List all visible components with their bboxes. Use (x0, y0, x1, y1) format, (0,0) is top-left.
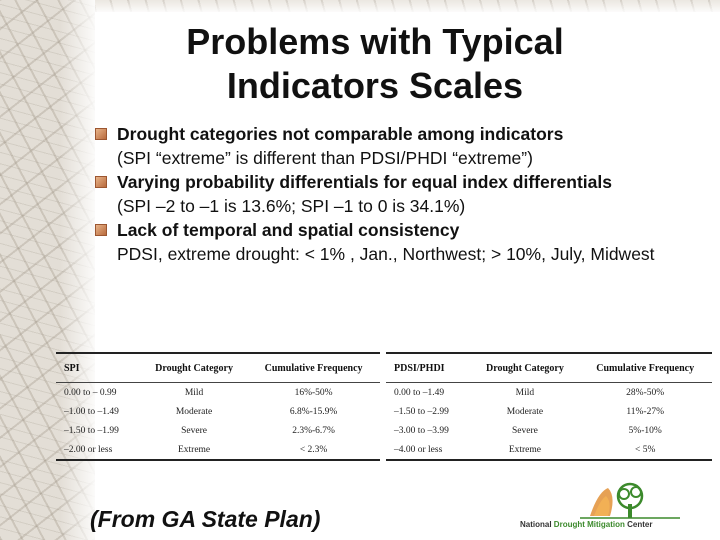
table-cell: Extreme (177, 444, 211, 455)
table-cell: Severe (511, 425, 538, 436)
bullet-list: Drought categories not comparable among … (95, 122, 655, 266)
table-cell: –4.00 or less (394, 444, 443, 455)
table-cell: Mild (184, 387, 204, 398)
column-header: PDSI/PHDI (394, 362, 445, 374)
table-cell: 5%-10% (628, 425, 662, 436)
ndmc-logo-text: National Drought Mitigation Center (520, 520, 652, 529)
table-cell: –3.00 to –3.99 (394, 425, 449, 436)
table-cell: Moderate (175, 406, 213, 417)
table-cell: –1.00 to –1.49 (64, 406, 119, 417)
table-row: –3.00 to –3.99 Severe 5%-10% (386, 421, 712, 440)
column-header: Drought Category (155, 362, 233, 374)
table-cell: 28%-50% (626, 387, 665, 398)
title-line-1: Problems with Typical (186, 21, 564, 62)
table-row: –1.50 to –2.99 Moderate 11%-27% (386, 402, 712, 421)
column-header: SPI (64, 362, 80, 374)
table-cell: 6.8%-15.9% (289, 406, 338, 417)
table-cell: < 5% (634, 444, 656, 455)
bullet-item: Lack of temporal and spatial consistency (95, 218, 655, 242)
table-cell: 11%-27% (626, 406, 664, 417)
bullet-detail: PDSI, extreme drought: < 1% , Jan., Nort… (117, 244, 655, 264)
square-bullet-icon (95, 176, 107, 188)
comparison-tables: SPI Drought Category Cumulative Frequenc… (56, 352, 712, 460)
table-cell: Severe (181, 425, 207, 436)
square-bullet-icon (95, 224, 107, 236)
logo-word: Center (627, 520, 653, 529)
bullet-detail: (SPI “extreme” is different than PDSI/PH… (117, 148, 533, 168)
table-row: –1.00 to –1.49 Moderate 6.8%-15.9% (56, 402, 380, 421)
title-line-2: Indicators Scales (226, 65, 524, 106)
background-fade (60, 0, 100, 540)
ndmc-logo: National Drought Mitigation Center (520, 482, 715, 534)
bullet-text: Varying probability differentials for eq… (117, 172, 612, 192)
table-cell: 0.00 to – 0.99 (64, 387, 117, 398)
bullet-item: Varying probability differentials for eq… (95, 170, 655, 194)
table-row: –2.00 or less Extreme < 2.3% (56, 440, 380, 460)
column-header: Cumulative Frequency (264, 362, 363, 374)
background-fade-top (95, 0, 720, 14)
bullet-detail: (SPI –2 to –1 is 13.6%; SPI –1 to 0 is 3… (117, 196, 466, 216)
table-cell: < 2.3% (299, 444, 328, 455)
table-cell: Mild (515, 387, 535, 398)
table-row: 0.00 to – 0.99 Mild 16%-50% (56, 383, 380, 403)
table-cell: –1.50 to –2.99 (394, 406, 449, 417)
column-header: Drought Category (485, 362, 564, 374)
table-header-row: SPI Drought Category Cumulative Frequenc… (56, 353, 380, 383)
table-cell: Moderate (506, 406, 544, 417)
logo-word: National (520, 520, 552, 529)
table-cell: Extreme (508, 444, 542, 455)
slide-title: Problems with Typical Indicators Scales (95, 20, 655, 108)
table-row: 0.00 to –1.49 Mild 28%-50% (386, 383, 712, 403)
square-bullet-icon (95, 128, 107, 140)
table-header-row: PDSI/PHDI Drought Category Cumulative Fr… (386, 353, 712, 383)
bullet-item: Drought categories not comparable among … (95, 122, 655, 146)
column-header: Cumulative Frequency (596, 362, 695, 374)
source-citation: (From GA State Plan) (90, 506, 321, 532)
table-row: –1.50 to –1.99 Severe 2.3%-6.7% (56, 421, 380, 440)
table-cell: 2.3%-6.7% (292, 425, 335, 436)
bullet-text: Lack of temporal and spatial consistency (117, 220, 460, 240)
ndmc-logo-graphic (580, 482, 680, 519)
table-row: –4.00 or less Extreme < 5% (386, 440, 712, 460)
logo-word: Drought Mitigation (553, 520, 625, 529)
bullet-text: Drought categories not comparable among … (117, 124, 564, 144)
table-cell: 0.00 to –1.49 (394, 387, 445, 398)
spi-table: SPI Drought Category Cumulative Frequenc… (56, 352, 380, 461)
table-cell: 16%-50% (294, 387, 333, 398)
table-cell: –2.00 or less (64, 444, 113, 455)
table-cell: –1.50 to –1.99 (64, 425, 119, 436)
pdsi-table: PDSI/PHDI Drought Category Cumulative Fr… (386, 352, 712, 461)
